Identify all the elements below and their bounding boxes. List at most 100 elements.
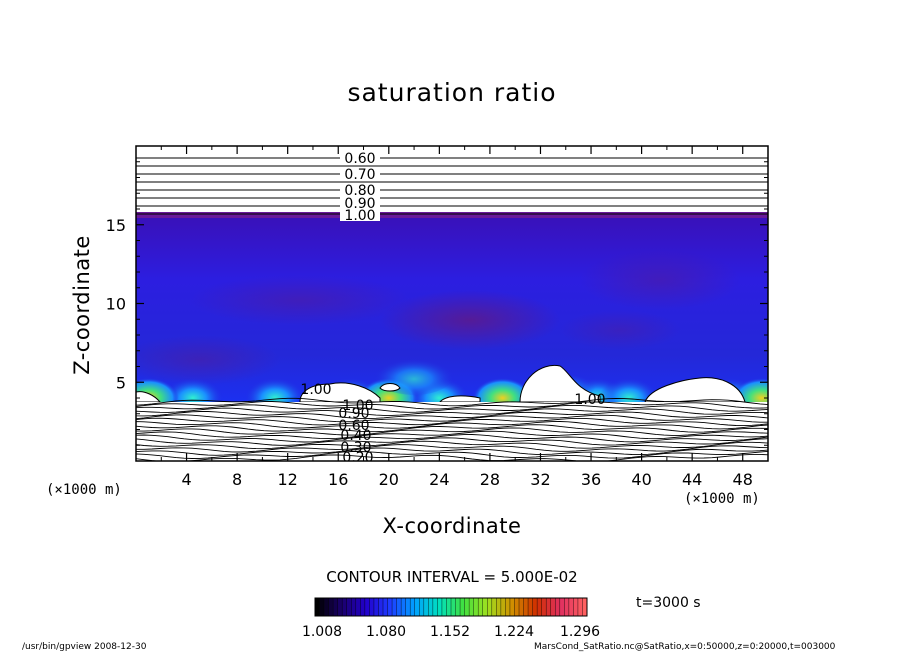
contour-line	[136, 407, 768, 416]
x-tick-label: 4	[181, 470, 191, 489]
contour-label-bg	[340, 168, 380, 180]
contour-label: 1.00	[342, 398, 373, 414]
colorbar-tick-label: 1.152	[430, 624, 470, 640]
colorbar-segment	[419, 598, 425, 616]
x-axis-label: X-coordinate	[382, 514, 522, 538]
colorbar-segment	[573, 598, 579, 616]
contour-label: 0.30	[340, 440, 371, 456]
contour-label-bg	[340, 152, 380, 164]
colorbar-segment	[423, 598, 429, 616]
x-tick-label: 36	[581, 470, 601, 489]
x-tick-label: 44	[682, 470, 702, 489]
y-tick-label: 5	[116, 373, 126, 392]
cloud-region	[644, 377, 746, 403]
colorbar-segment	[568, 598, 574, 616]
contour-label: 0.80	[344, 183, 375, 199]
colorbar-segment	[577, 598, 583, 616]
cloud-region	[438, 395, 481, 403]
colorbar-segment	[441, 598, 447, 616]
colorbar-segment	[469, 598, 474, 616]
colorbar-segment	[505, 598, 511, 616]
colorbar-tick-label: 1.224	[494, 624, 534, 640]
colorbar-segment	[500, 598, 506, 616]
footer-right: MarsCond_SatRatio.nc@SatRatio,x=0:50000,…	[534, 642, 836, 652]
colorbar-segment	[405, 598, 411, 616]
y-tick-label: 10	[106, 295, 126, 314]
contour-line	[136, 411, 768, 420]
colorbar-segment	[333, 598, 338, 616]
contour-line	[136, 414, 768, 423]
colorbar-segment	[455, 598, 461, 616]
colorbar-segment	[392, 598, 397, 616]
contour-label: 0.90	[338, 406, 369, 422]
colorbar-segment	[337, 598, 343, 616]
field-layer: 0.600.700.800.901.001.000.900.600.400.30…	[136, 146, 768, 466]
colorbar-segment	[360, 598, 366, 616]
colorbar-segment	[319, 598, 325, 616]
contour-line	[136, 401, 768, 410]
x-tick-label: 20	[379, 470, 399, 489]
contour-line	[136, 453, 768, 461]
colorbar-segment	[387, 598, 393, 616]
x-tick-label: 16	[328, 470, 348, 489]
colorbar-segment	[496, 598, 502, 616]
colorbar-segment	[528, 598, 533, 616]
x-tick-label: 12	[278, 470, 298, 489]
colorbar-segment	[564, 598, 570, 616]
contour-line	[136, 440, 768, 450]
colorbar-segment	[437, 598, 443, 616]
contour-label: 0.60	[338, 418, 369, 434]
contour-label-bg	[340, 184, 380, 196]
colorbar-segment	[446, 598, 452, 616]
colorbar-tick-label: 1.008	[302, 624, 342, 640]
contour-label-bg	[340, 209, 380, 221]
cloud-region	[299, 382, 381, 403]
x-tick-label: 40	[631, 470, 651, 489]
contour-label: 0.60	[344, 151, 375, 167]
colorbar: 1.008 1.080 1.152 1.224 1.296	[302, 597, 600, 640]
colorbar-segment	[355, 598, 361, 616]
colorbar-frame	[314, 597, 588, 617]
colorbar-segment	[342, 598, 348, 616]
contour-label: 1.00	[300, 382, 331, 398]
colorbar-segment	[559, 598, 565, 616]
y-axis-unit: (×1000 m)	[46, 482, 122, 498]
colorbar-segment	[401, 598, 406, 616]
contour-label: 0.20	[342, 450, 373, 466]
colorbar-segment	[482, 598, 488, 616]
colorbar-segment	[364, 598, 370, 616]
upper-boundary-band	[136, 212, 768, 218]
colorbar-segment	[373, 598, 379, 616]
x-axis-unit: (×1000 m)	[684, 491, 760, 507]
colorbar-tick-label: 1.296	[560, 624, 600, 640]
contour-label: 1.00	[344, 208, 375, 224]
contour-line	[136, 450, 768, 459]
contour-line	[136, 434, 768, 443]
colorbar-segment	[324, 598, 329, 616]
colorbar-segment	[378, 598, 384, 616]
contour-line	[136, 444, 768, 453]
cloud-region	[379, 383, 401, 392]
colorbar-segment	[514, 598, 520, 616]
contour-line	[136, 397, 768, 407]
colorbar-segment	[550, 598, 556, 616]
colorbar-segment	[523, 598, 529, 616]
x-tick-label: 24	[429, 470, 449, 489]
contour-label: 0.70	[344, 167, 375, 183]
colorbar-segment	[541, 598, 547, 616]
contour-line	[136, 430, 768, 440]
colorbar-segment	[351, 598, 357, 616]
x-tick-label: 32	[530, 470, 550, 489]
contour-label: 0.90	[344, 196, 375, 212]
colorbar-segment	[328, 598, 334, 616]
x-tick-label: 8	[232, 470, 242, 489]
contour-line	[136, 421, 768, 430]
colorbar-segment	[582, 598, 588, 616]
x-tick-label: 28	[480, 470, 500, 489]
x-tick-label: 48	[733, 470, 753, 489]
time-label: t=3000 s	[636, 595, 701, 611]
colorbar-segment	[532, 598, 538, 616]
contour-interval: CONTOUR INTERVAL = 5.000E-02	[326, 568, 578, 586]
colorbar-segment	[487, 598, 493, 616]
